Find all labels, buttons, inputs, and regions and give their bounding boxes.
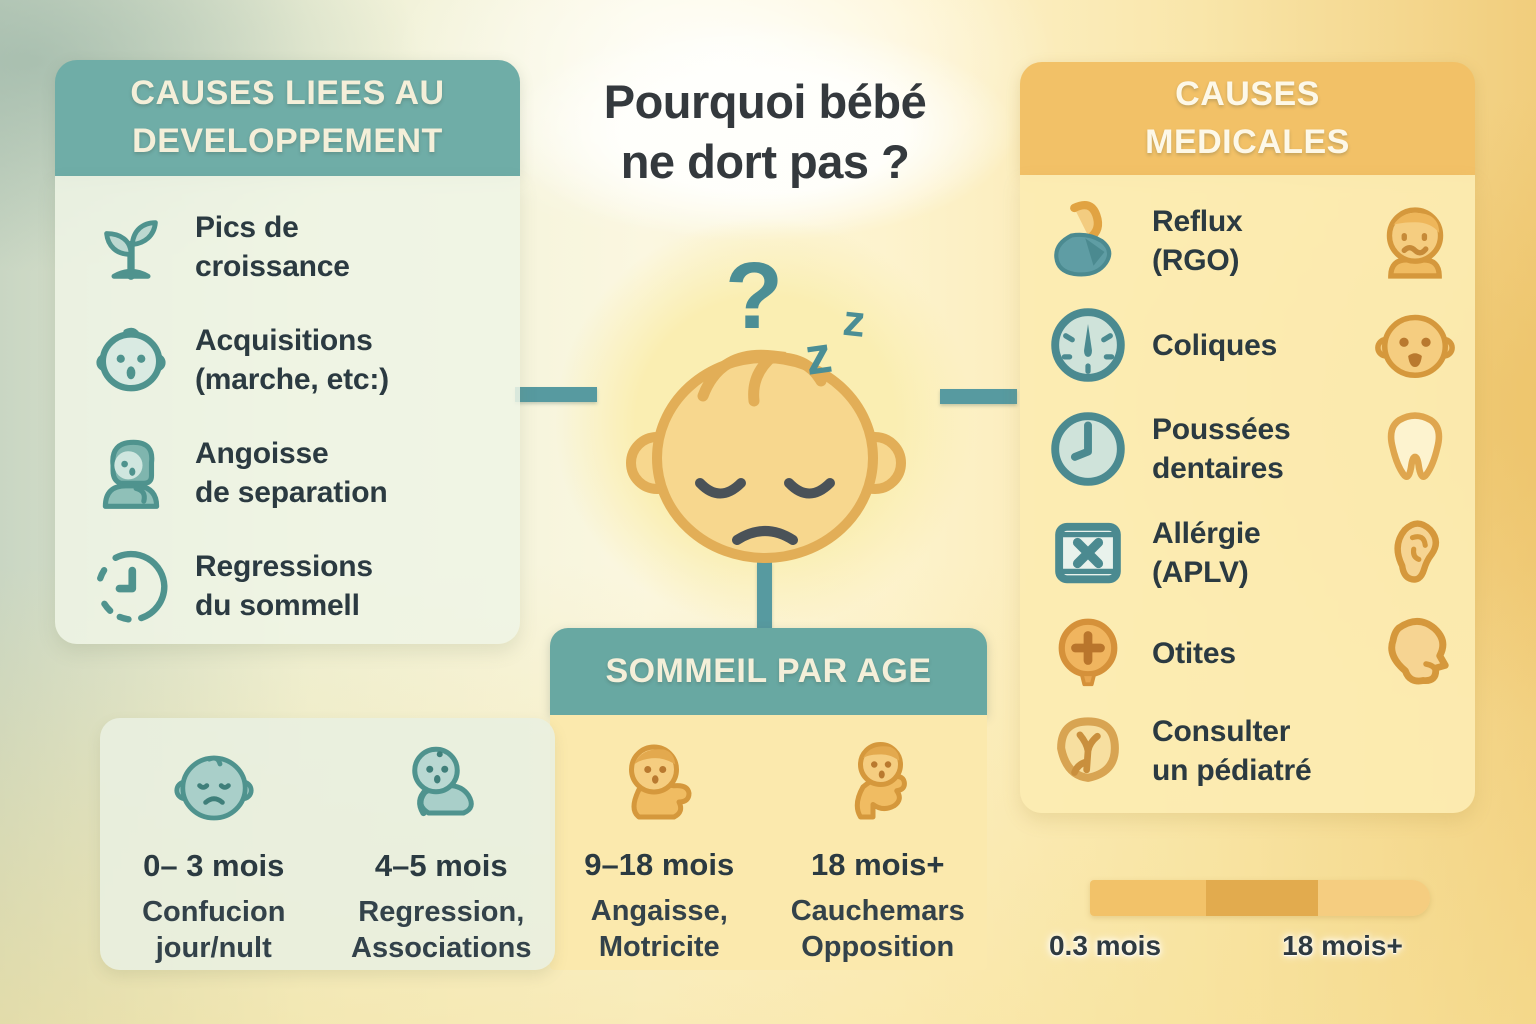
med-item-coliques: Coliques [1038, 293, 1475, 397]
connector-right [940, 389, 1017, 404]
head-profile-icon [1361, 609, 1469, 697]
sleeping-baby-illustration: ? z z [575, 238, 955, 618]
med-item-label: Allérgie (APLV) [1152, 517, 1261, 589]
med-item-consulter: Consulter un pédiatré [1038, 701, 1475, 801]
med-item-allergie: Allérgie (APLV) [1038, 501, 1475, 605]
age-label: 18 mois+ [810, 847, 945, 882]
age-desc: Confucion jour/nult [142, 896, 286, 965]
med-item-reflux: Reflux (RGO) [1038, 189, 1475, 293]
stethoscope-icon [1038, 708, 1138, 794]
med-item-label: Otites [1152, 636, 1236, 670]
age-timeline-bar [1090, 880, 1430, 916]
dev-item-label: Regressions du sommell [195, 549, 373, 622]
timeline-segment-3 [1317, 880, 1430, 916]
dev-item-regressions: Regressions du sommell [81, 529, 520, 642]
dev-item-acquisitions: Acquisitions (marche, etc:) [81, 303, 520, 416]
med-item-label: Reflux (RGO) [1152, 205, 1243, 277]
timeline-segment-2 [1205, 880, 1318, 916]
title-glow [505, 22, 1015, 242]
dev-item-label: Pics de croissance [195, 210, 350, 283]
child-bust-icon [81, 432, 181, 514]
standing-baby-icon [828, 733, 928, 841]
dev-item-label: Angoisse de separation [195, 436, 388, 509]
stomach-icon [1038, 197, 1138, 285]
age-label: 4–5 mois [374, 848, 508, 883]
age-col-4-5-mois: 4–5 mois Regression, Associations [328, 734, 556, 970]
sleeping-baby-icon: ? z z [626, 243, 906, 563]
gauge-icon [1038, 303, 1138, 387]
med-item-label: Coliques [1152, 328, 1278, 362]
timeline-label-end: 18 mois+ [1282, 930, 1403, 961]
sleep-panel-header: SOMMEIL PAR AGE [550, 628, 987, 715]
clock-dashed-icon [81, 545, 181, 627]
ear-icon [1361, 512, 1469, 594]
dev-panel-header: CAUSES LIEES AU DEVELOPPEMENT [55, 60, 520, 176]
med-item-otites: Otites [1038, 605, 1475, 701]
age-label: 9–18 mois [584, 847, 735, 882]
svg-text:?: ? [725, 243, 783, 349]
page-title: Pourquoi bébé ne dort pas ? [603, 75, 927, 189]
worried-face-icon [1361, 198, 1469, 284]
sleep-panel-body: 9–18 mois Angaisse, Motricite 18 mois+ C… [550, 715, 987, 970]
age-label: 0– 3 mois [143, 848, 285, 883]
otoscope-plus-icon [1038, 613, 1138, 693]
baby-head-icon [81, 319, 181, 401]
sleep-col-9-18-mois: 9–18 mois Angaisse, Motricite [550, 733, 769, 970]
med-panel-body: Reflux (RGO) Coliques [1020, 175, 1475, 813]
calendar-x-icon [1038, 511, 1138, 595]
sprout-icon [81, 208, 181, 286]
baby-face-icon [1361, 301, 1469, 389]
tooth-icon [1361, 407, 1469, 491]
timeline-label-start: 0.3 mois [1048, 930, 1162, 961]
med-item-poussees: Poussées dentaires [1038, 397, 1475, 501]
age-panel: 0– 3 mois Confucion jour/nult 4–5 mois R… [100, 718, 555, 970]
timeline-segment-1 [1090, 880, 1206, 916]
age-desc: Angaisse, Motricite [590, 895, 728, 964]
connector-left [515, 387, 597, 402]
age-desc: Regression, Associations [351, 896, 532, 965]
sleep-col-18-mois-plus: 18 mois+ Cauchemars Opposition [769, 733, 988, 970]
age-col-0-3-mois: 0– 3 mois Confucion jour/nult [100, 734, 328, 970]
dev-item-angoisse: Angoisse de separation [81, 416, 520, 529]
med-panel-header: CAUSES MEDICALES [1020, 62, 1475, 175]
crawling-baby-icon [391, 734, 491, 842]
dev-item-label: Acquisitions (marche, etc:) [195, 323, 389, 396]
connector-vertical [757, 562, 772, 630]
med-item-label: Poussées dentaires [1152, 413, 1291, 485]
clock-icon [1038, 407, 1138, 491]
dev-item-pics-croissance: Pics de croissance [81, 190, 520, 303]
age-desc: Cauchemars Opposition [790, 895, 965, 964]
svg-text:z: z [841, 296, 868, 347]
med-item-label: Consulter un pédiatré [1152, 715, 1312, 787]
newborn-face-icon [166, 734, 262, 842]
dev-panel-body: Pics de croissance Acquisitions (marche,… [55, 176, 520, 644]
sitting-baby-icon [609, 733, 709, 841]
